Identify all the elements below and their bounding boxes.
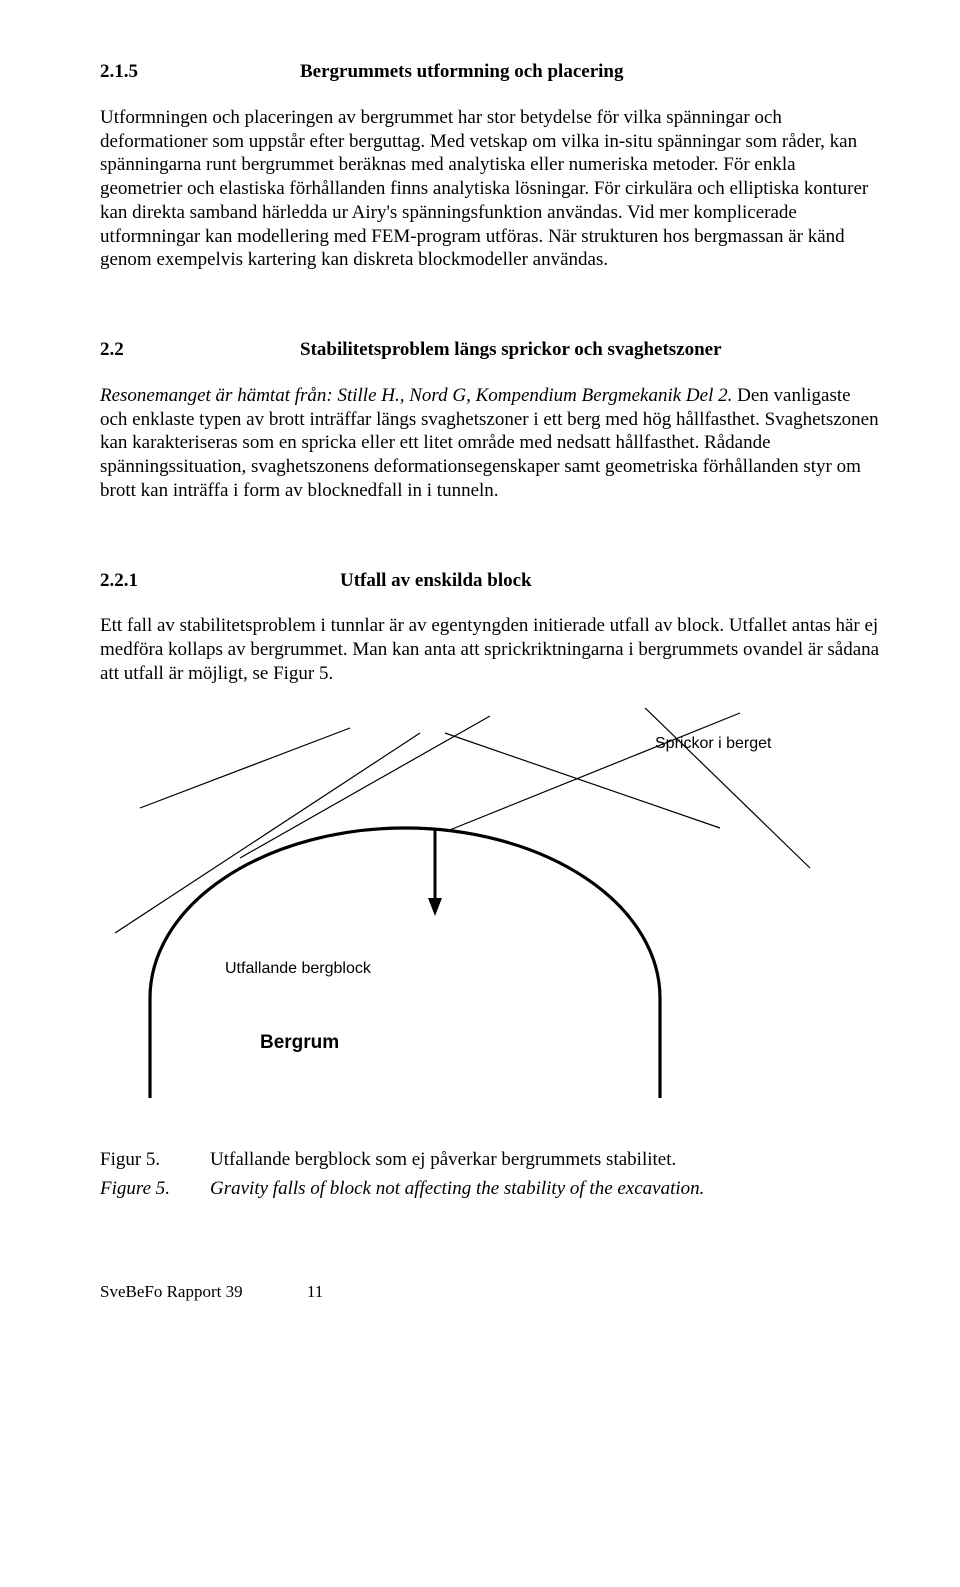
footer-report: SveBeFo Rapport 39 bbox=[100, 1282, 243, 1301]
heading-title: Utfall av enskilda block bbox=[340, 569, 880, 593]
caption-tag: Figure 5. bbox=[100, 1177, 210, 1201]
heading-number: 2.1.5 bbox=[100, 60, 300, 84]
page-footer: SveBeFo Rapport 39 11 bbox=[100, 1281, 880, 1302]
caption-text: Gravity falls of block not affecting the… bbox=[210, 1177, 704, 1201]
citation-lead: Resonemanget är hämtat från: Stille H., … bbox=[100, 385, 732, 406]
paragraph: Utformningen och placeringen av bergrumm… bbox=[100, 106, 880, 272]
footer-page-number: 11 bbox=[307, 1281, 323, 1302]
caption-tag: Figur 5. bbox=[100, 1148, 210, 1172]
paragraph: Resonemanget är hämtat från: Stille H., … bbox=[100, 384, 880, 503]
heading-2-2: 2.2 Stabilitetsproblem längs sprickor oc… bbox=[100, 338, 880, 362]
heading-title: Bergrummets utformning och placering bbox=[300, 60, 880, 84]
heading-2-2-1: 2.2.1 Utfall av enskilda block bbox=[100, 569, 880, 593]
figure-5-caption-sv: Figur 5. Utfallande bergblock som ej påv… bbox=[100, 1148, 880, 1172]
svg-text:Utfallande bergblock: Utfallande bergblock bbox=[225, 960, 372, 977]
figure-5: Sprickor i berget Utfallande bergblock Ber… bbox=[100, 708, 880, 1108]
heading-number: 2.2 bbox=[100, 338, 300, 362]
paragraph: Ett fall av stabilitetsproblem i tunnlar… bbox=[100, 614, 880, 685]
figure-5-caption-en: Figure 5. Gravity falls of block not aff… bbox=[100, 1177, 880, 1201]
svg-text:Bergrum: Bergrum bbox=[260, 1032, 339, 1053]
heading-title: Stabilitetsproblem längs sprickor och sv… bbox=[300, 338, 880, 362]
figure-5-svg: Sprickor i berget Utfallande bergblock Ber… bbox=[100, 708, 840, 1108]
heading-2-1-5: 2.1.5 Bergrummets utformning och placeri… bbox=[100, 60, 880, 84]
caption-text: Utfallande bergblock som ej påverkar ber… bbox=[210, 1148, 676, 1172]
svg-text:Sprickor i berget: Sprickor i berget bbox=[655, 735, 772, 752]
heading-number: 2.2.1 bbox=[100, 569, 340, 593]
